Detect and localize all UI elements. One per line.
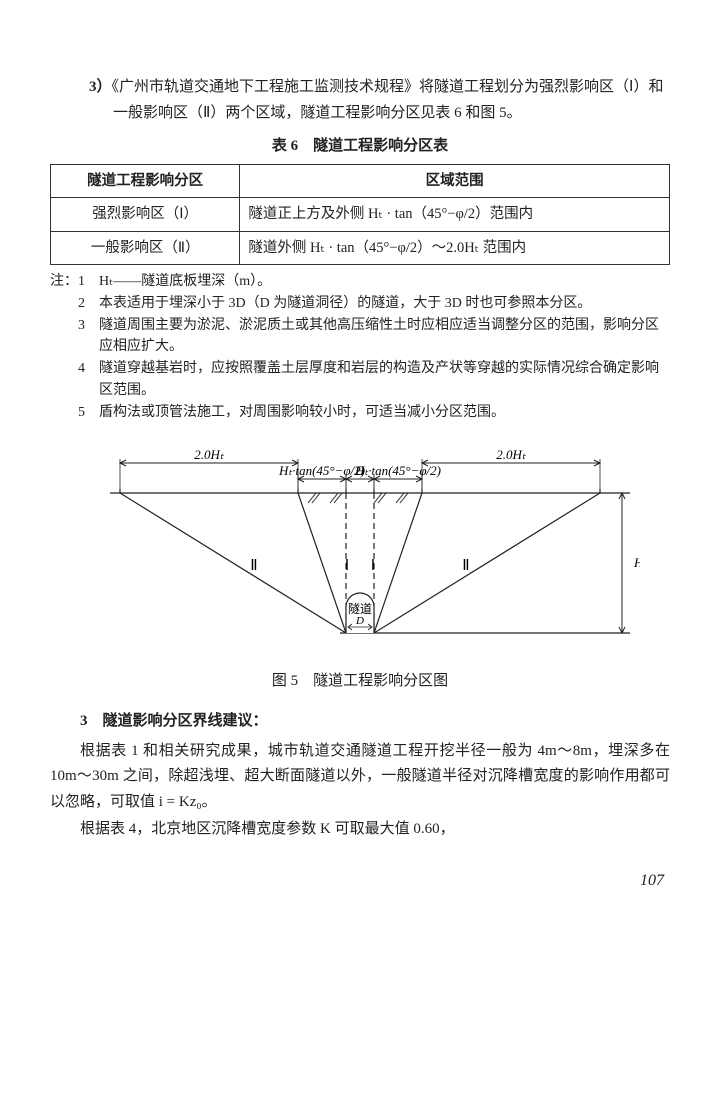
table6-r1c1: 隧道外侧 Hₜ · tan（45°−φ/2）～2.0Hₜ 范围内	[240, 231, 670, 265]
svg-text:2.0Hₜ: 2.0Hₜ	[496, 447, 527, 462]
note-1: 注：1 Hₜ——隧道底板埋深（m）。	[50, 271, 670, 293]
note-4: 4 隧道穿越基岩时，应按照覆盖土层厚度和岩层的构造及产状等穿越的实际情况综合确定…	[50, 358, 670, 401]
table6-h1: 区域范围	[240, 164, 670, 198]
list-item-3-label: 3）	[89, 79, 112, 95]
table6-r0c0: 强烈影响区（Ⅰ）	[51, 198, 240, 232]
note-lead: 注：1	[50, 271, 99, 293]
note-1-text: Hₜ——隧道底板埋深（m）。	[99, 271, 670, 293]
note-3-text: 隧道周围主要为淤泥、淤泥质土或其他高压缩性土时应相应适当调整分区的范围，影响分区…	[99, 315, 670, 358]
note-2: 2 本表适用于埋深小于 3D（D 为隧道洞径）的隧道，大于 3D 时也可参照本分…	[50, 293, 670, 315]
section3-para-0: 根据表 1 和相关研究成果，城市轨道交通隧道工程开挖半径一般为 4m～8m，埋深…	[50, 739, 670, 816]
svg-text:2.0Hₜ: 2.0Hₜ	[194, 447, 225, 462]
section3-heading: 3 隧道影响分区界线建议：	[50, 709, 670, 735]
figure5-caption: 图 5 隧道工程影响分区图	[50, 669, 670, 695]
svg-text:Ⅰ: Ⅰ	[371, 558, 375, 574]
note-4-text: 隧道穿越基岩时，应按照覆盖土层厚度和岩层的构造及产状等穿越的实际情况综合确定影响…	[99, 358, 670, 401]
table-row: 隧道工程影响分区 区域范围	[51, 164, 670, 198]
svg-text:Hₜ: Hₜ	[633, 555, 640, 570]
table6-r0c1: 隧道正上方及外侧 Hₜ · tan（45°−φ/2）范围内	[240, 198, 670, 232]
note-5-text: 盾构法或顶管法施工，对周围影响较小时，可适当减小分区范围。	[99, 402, 670, 424]
list-item-3: 3）《广州市轨道交通地下工程施工监测技术规程》将隧道工程划分为强烈影响区（Ⅰ）和…	[89, 75, 670, 126]
list-item-3-text: 《广州市轨道交通地下工程施工监测技术规程》将隧道工程划分为强烈影响区（Ⅰ）和一般…	[112, 79, 664, 121]
svg-text:Ⅱ: Ⅱ	[250, 558, 257, 574]
svg-text:D: D	[354, 463, 365, 478]
svg-text:Ⅱ: Ⅱ	[462, 558, 469, 574]
table6-r1c0: 一般影响区（Ⅱ）	[51, 231, 240, 265]
note-3: 3 隧道周围主要为淤泥、淤泥质土或其他高压缩性土时应相应适当调整分区的范围，影响…	[50, 315, 670, 358]
svg-text:Ⅰ: Ⅰ	[345, 558, 349, 574]
svg-text:隧道: 隧道	[348, 601, 372, 616]
note-2-text: 本表适用于埋深小于 3D（D 为隧道洞径）的隧道，大于 3D 时也可参照本分区。	[99, 293, 670, 315]
svg-text:Hₜ·tan(45°−φ/2): Hₜ·tan(45°−φ/2)	[278, 463, 365, 478]
table6-h0: 隧道工程影响分区	[51, 164, 240, 198]
page-number: 107	[50, 867, 664, 894]
table6-caption: 表 6 隧道工程影响分区表	[50, 134, 670, 160]
figure5: 2.0Hₜ 2.0Hₜ Hₜ·tan(45°−φ/2)Hₜ·tan(45°−φ/2)…	[50, 433, 670, 663]
table-row: 强烈影响区（Ⅰ） 隧道正上方及外侧 Hₜ · tan（45°−φ/2）范围内	[51, 198, 670, 232]
table6-notes: 注：1 Hₜ——隧道底板埋深（m）。 2 本表适用于埋深小于 3D（D 为隧道洞…	[50, 271, 670, 423]
table6: 隧道工程影响分区 区域范围 强烈影响区（Ⅰ） 隧道正上方及外侧 Hₜ · tan…	[50, 164, 670, 266]
svg-text:D: D	[355, 615, 364, 627]
figure5-svg: 2.0Hₜ 2.0Hₜ Hₜ·tan(45°−φ/2)Hₜ·tan(45°−φ/2)…	[80, 433, 640, 653]
svg-text:Hₜ·tan(45°−φ/2): Hₜ·tan(45°−φ/2)	[354, 463, 441, 478]
note-5: 5 盾构法或顶管法施工，对周围影响较小时，可适当减小分区范围。	[50, 402, 670, 424]
table-row: 一般影响区（Ⅱ） 隧道外侧 Hₜ · tan（45°−φ/2）～2.0Hₜ 范围…	[51, 231, 670, 265]
section3-para-1: 根据表 4，北京地区沉降槽宽度参数 K 可取最大值 0.60，	[50, 817, 670, 843]
